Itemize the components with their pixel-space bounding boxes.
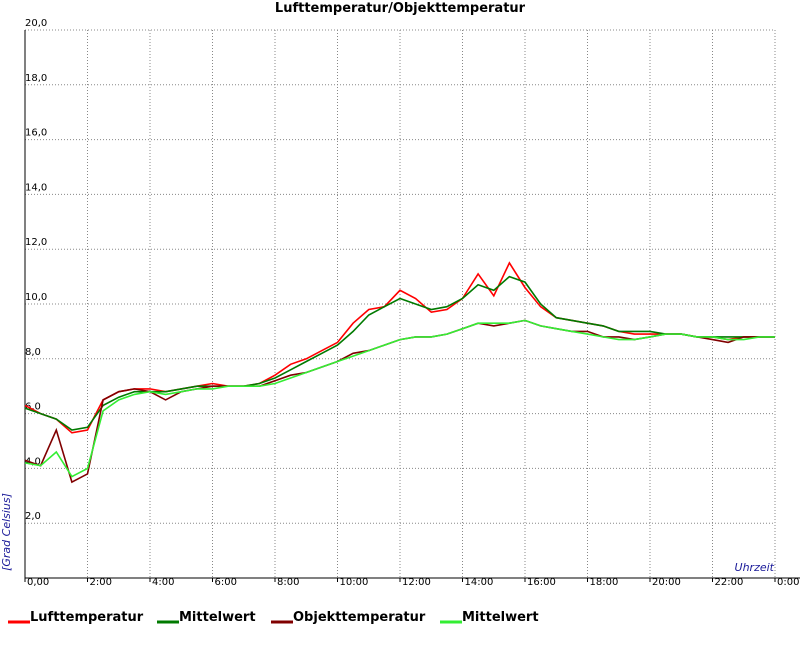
series-line — [24, 319, 775, 478]
x-tick-label: 20:00 — [652, 577, 681, 588]
series-line — [24, 275, 775, 431]
legend-label: Mittelwert — [462, 610, 539, 625]
y-tick-label: 10,0 — [25, 292, 47, 303]
y-axis-label: [Grad Celsius] — [0, 493, 13, 571]
x-tick-label: 14:00 — [465, 577, 494, 588]
y-tick-label: 4,0 — [25, 456, 41, 467]
y-tick-label: 8,0 — [25, 347, 41, 358]
y-tick-label: 18,0 — [25, 73, 47, 84]
series-line — [24, 319, 775, 484]
x-tick-label: 10:00 — [340, 577, 369, 588]
x-tick-label: 12:00 — [402, 577, 431, 588]
x-tick-label: 22:00 — [715, 577, 744, 588]
y-tick-label: 16,0 — [25, 128, 47, 139]
x-tick-label: 6:00 — [215, 577, 237, 588]
x-axis-label: Uhrzeit — [735, 561, 775, 574]
y-tick-label: 12,0 — [25, 237, 47, 248]
x-tick-label: 18:00 — [590, 577, 619, 588]
legend-label: Lufttemperatur — [30, 610, 144, 625]
series-line — [24, 261, 775, 434]
x-tick-label: 8:00 — [277, 577, 299, 588]
legend-label: Mittelwert — [179, 610, 256, 625]
x-tick-label: 2:00 — [90, 577, 112, 588]
legend-label: Objekttemperatur — [293, 610, 426, 625]
x-tick-label: 16:00 — [527, 577, 556, 588]
chart-title: Lufttemperatur/Objekttemperatur — [275, 1, 526, 16]
y-tick-label: 2,0 — [25, 511, 41, 522]
y-tick-label: 6,0 — [25, 402, 41, 413]
y-tick-label: 14,0 — [25, 182, 47, 193]
y-tick-label: 20,0 — [25, 18, 47, 29]
x-tick-label: 0,00 — [27, 577, 49, 588]
x-tick-label: 4:00 — [152, 577, 174, 588]
x-tick-label: 0:00 — [777, 577, 799, 588]
